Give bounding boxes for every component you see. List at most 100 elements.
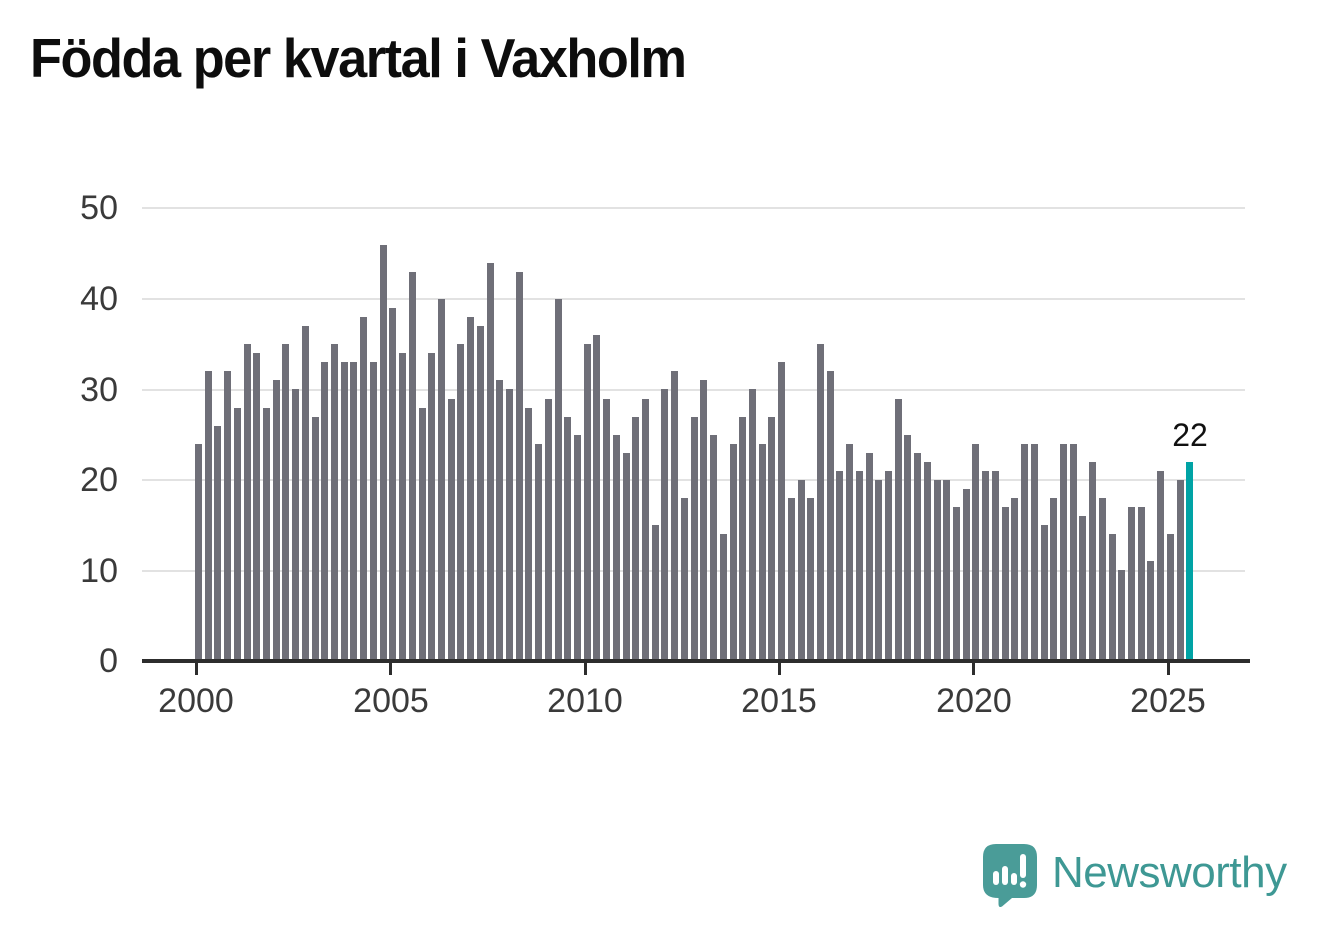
bar bbox=[253, 353, 260, 661]
y-tick-label: 50 bbox=[80, 189, 118, 227]
bar bbox=[341, 362, 348, 661]
bar bbox=[623, 453, 630, 661]
bar bbox=[943, 480, 950, 661]
bar bbox=[1060, 444, 1067, 661]
bar bbox=[720, 534, 727, 661]
bar bbox=[778, 362, 785, 661]
bar bbox=[564, 417, 571, 661]
x-tick-mark bbox=[584, 663, 587, 675]
bar bbox=[1177, 480, 1184, 661]
bar bbox=[691, 417, 698, 661]
bar bbox=[399, 353, 406, 661]
bar bbox=[681, 498, 688, 661]
bar bbox=[205, 371, 212, 661]
bar bbox=[739, 417, 746, 661]
bar bbox=[836, 471, 843, 661]
bar bbox=[749, 389, 756, 661]
x-tick-mark bbox=[972, 663, 975, 675]
bar bbox=[380, 245, 387, 661]
bar bbox=[856, 471, 863, 661]
bar bbox=[1041, 525, 1048, 661]
gridline bbox=[142, 207, 1245, 209]
bar bbox=[214, 426, 221, 661]
gridline bbox=[142, 298, 1245, 300]
bar bbox=[574, 435, 581, 661]
bar bbox=[1099, 498, 1106, 661]
bar bbox=[273, 380, 280, 661]
bar bbox=[350, 362, 357, 661]
bar bbox=[710, 435, 717, 661]
chart-title: Födda per kvartal i Vaxholm bbox=[30, 27, 687, 89]
bar bbox=[992, 471, 999, 661]
bar bbox=[972, 444, 979, 661]
x-tick-mark bbox=[389, 663, 392, 675]
bar bbox=[555, 299, 562, 661]
newsworthy-logo-text: Newsworthy bbox=[1052, 848, 1287, 897]
bar bbox=[360, 317, 367, 661]
x-tick-mark bbox=[778, 663, 781, 675]
bar bbox=[244, 344, 251, 661]
bar bbox=[525, 408, 532, 661]
bar bbox=[409, 272, 416, 661]
bar bbox=[963, 489, 970, 661]
y-tick-label: 20 bbox=[80, 461, 118, 499]
bar bbox=[1109, 534, 1116, 661]
speech-bubble-bar-chart-icon bbox=[983, 844, 1037, 907]
newsworthy-logo: Newsworthy bbox=[981, 843, 1287, 907]
bar bbox=[827, 371, 834, 661]
bar bbox=[904, 435, 911, 661]
gridline bbox=[142, 389, 1245, 391]
x-tick-label: 2000 bbox=[158, 682, 234, 720]
bar bbox=[477, 326, 484, 661]
bar bbox=[788, 498, 795, 661]
x-tick-label: 2025 bbox=[1130, 682, 1206, 720]
bar bbox=[516, 272, 523, 661]
bar bbox=[875, 480, 882, 661]
bar bbox=[312, 417, 319, 661]
bar bbox=[496, 380, 503, 661]
bar bbox=[1128, 507, 1135, 661]
bar bbox=[817, 344, 824, 661]
bar bbox=[1157, 471, 1164, 661]
bar bbox=[1021, 444, 1028, 661]
bar bbox=[1186, 462, 1193, 661]
bar bbox=[759, 444, 766, 661]
y-tick-label: 0 bbox=[99, 642, 118, 680]
bar bbox=[1138, 507, 1145, 661]
bar bbox=[195, 444, 202, 661]
bar bbox=[535, 444, 542, 661]
bar bbox=[448, 399, 455, 661]
bar bbox=[487, 263, 494, 661]
bar bbox=[1089, 462, 1096, 661]
bar bbox=[914, 453, 921, 661]
bar bbox=[282, 344, 289, 661]
bar bbox=[263, 408, 270, 661]
bar bbox=[768, 417, 775, 661]
bar bbox=[234, 408, 241, 661]
value-annotation: 22 bbox=[1172, 417, 1208, 453]
bar bbox=[292, 389, 299, 661]
bar bbox=[1167, 534, 1174, 661]
bar bbox=[1079, 516, 1086, 661]
bar bbox=[593, 335, 600, 661]
bar bbox=[428, 353, 435, 661]
bar bbox=[302, 326, 309, 661]
bar bbox=[661, 389, 668, 661]
bar bbox=[1002, 507, 1009, 661]
bar bbox=[846, 444, 853, 661]
bar bbox=[331, 344, 338, 661]
bar bbox=[885, 471, 892, 661]
bar bbox=[224, 371, 231, 661]
bar bbox=[1118, 570, 1125, 661]
bar bbox=[613, 435, 620, 661]
bar bbox=[934, 480, 941, 661]
bar bbox=[545, 399, 552, 661]
y-tick-label: 10 bbox=[80, 552, 118, 590]
bar bbox=[866, 453, 873, 661]
bar bbox=[419, 408, 426, 661]
x-axis-line bbox=[142, 659, 1250, 663]
bar bbox=[321, 362, 328, 661]
bar bbox=[924, 462, 931, 661]
